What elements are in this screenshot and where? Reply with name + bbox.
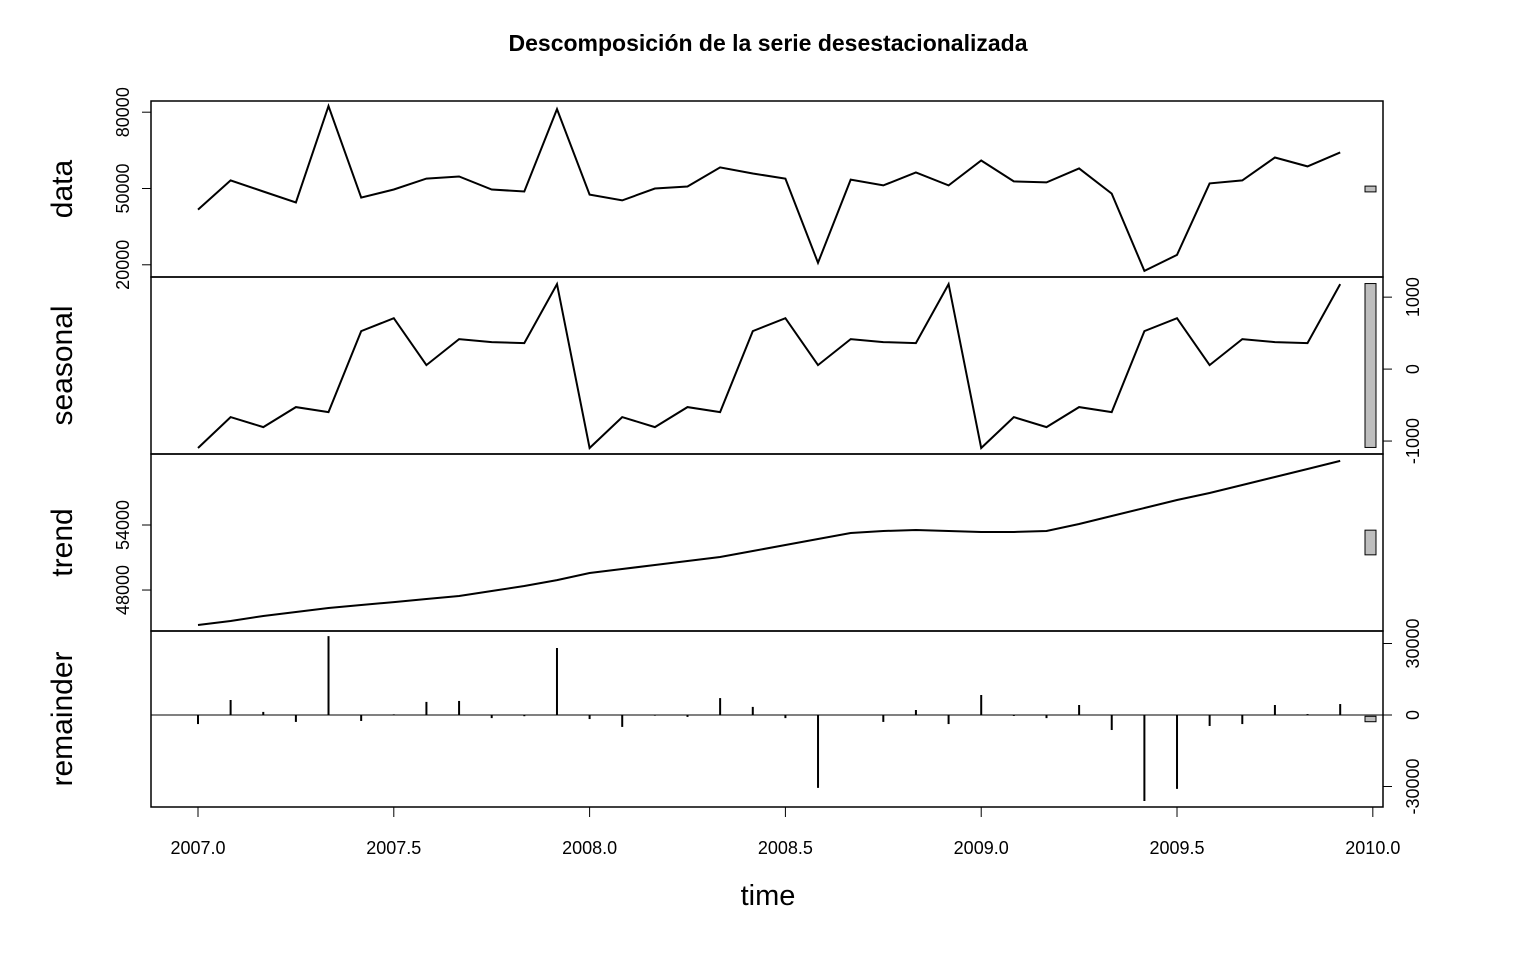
y-tick-label: -1000	[1403, 418, 1423, 464]
panel-frame	[150, 630, 1384, 808]
x-axis-label: time	[741, 880, 796, 912]
y-tick-label: 1000	[1403, 277, 1423, 317]
range-bar	[1364, 529, 1377, 556]
panel-frame	[150, 453, 1384, 632]
x-tick-label: 2007.5	[366, 838, 421, 858]
y-tick-label: 20000	[113, 240, 133, 290]
series-line	[197, 103, 1341, 273]
chart-title: Descomposición de la serie desestacional…	[509, 30, 1028, 56]
x-tick-label: 2008.0	[562, 838, 617, 858]
x-tick-label: 2009.5	[1149, 838, 1204, 858]
range-bar	[1364, 283, 1377, 448]
y-tick-label: 0	[1403, 364, 1423, 374]
panel-label: data	[46, 159, 79, 218]
panel-frame	[150, 276, 1384, 455]
y-tick-label: -30000	[1403, 758, 1423, 814]
panel-label: seasonal	[46, 305, 79, 425]
y-tick-label: 80000	[113, 87, 133, 137]
y-tick-label: 50000	[113, 163, 133, 213]
range-bar	[1364, 715, 1377, 723]
x-tick-label: 2010.0	[1345, 838, 1400, 858]
x-tick-label: 2008.5	[758, 838, 813, 858]
panel-label: trend	[46, 508, 79, 576]
y-tick-label: 54000	[113, 500, 133, 550]
y-tick-label: 48000	[113, 565, 133, 615]
panel-label: remainder	[46, 651, 79, 786]
series-line	[197, 459, 1341, 626]
x-tick-label: 2007.0	[170, 838, 225, 858]
x-tick-label: 2009.0	[954, 838, 1009, 858]
range-bar	[1364, 185, 1377, 193]
y-tick-label: 0	[1403, 710, 1423, 720]
y-tick-label: 30000	[1403, 618, 1423, 668]
series-line	[197, 281, 1342, 450]
